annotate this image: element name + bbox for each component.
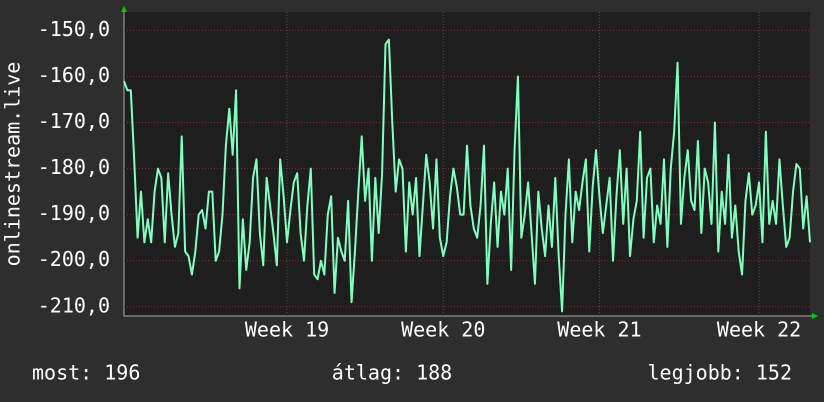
y-tick-label: -150,0 (38, 17, 110, 41)
x-tick-label: Week 19 (245, 318, 329, 342)
y-tick-label: -160,0 (38, 63, 110, 87)
y-axis-label: onlinestream.live (1, 62, 25, 267)
y-tick-label: -190,0 (38, 201, 110, 225)
x-arrow (812, 313, 818, 319)
y-tick-label: -200,0 (38, 247, 110, 271)
y-tick-label: -180,0 (38, 155, 110, 179)
stat-current: most: 196 (32, 361, 140, 385)
y-tick-label: -170,0 (38, 109, 110, 133)
x-tick-label: Week 21 (557, 318, 641, 342)
data-line (123, 38, 811, 313)
x-tick-label: Week 20 (401, 318, 485, 342)
y-tick-label: -210,0 (38, 293, 110, 317)
x-tick-label: Week 22 (717, 318, 801, 342)
y-arrow (121, 6, 127, 12)
stat-average: átlag: 188 (332, 361, 452, 385)
stat-best: legjobb: 152 (648, 361, 793, 385)
